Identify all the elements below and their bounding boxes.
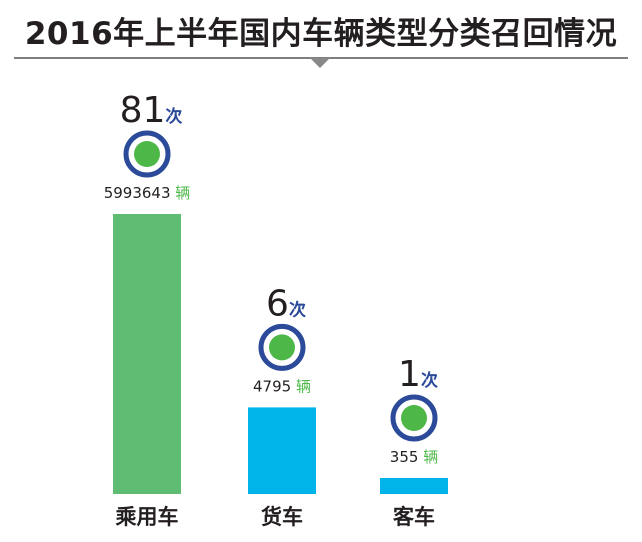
vehicle-unit: 辆: [171, 184, 191, 202]
recall-count-label-1: 6次: [266, 283, 306, 324]
category-label-2: 客车: [393, 505, 435, 529]
vehicle-count-value: 5993643: [104, 184, 171, 202]
recall-count-unit: 次: [165, 106, 182, 127]
divider-pointer: [310, 58, 330, 68]
recall-count-label-0: 81次: [120, 90, 183, 131]
category-label-0: 乘用车: [115, 505, 179, 529]
vehicle-count-value: 355: [390, 448, 419, 466]
recall-count-value: 6: [266, 283, 289, 324]
vehicle-unit: 辆: [291, 377, 311, 395]
recall-dot-0: [134, 141, 160, 167]
recall-count-unit: 次: [421, 370, 438, 391]
recall-count-label-2: 1次: [398, 354, 438, 395]
vehicle-count-label-0: 5993643 辆: [104, 184, 191, 202]
chart-title: 2016年上半年国内车辆类型分类召回情况: [24, 16, 618, 52]
bar-2: [380, 478, 448, 494]
vehicle-unit: 辆: [418, 448, 438, 466]
recall-count-value: 1: [398, 354, 421, 395]
vehicle-count-label-1: 4795 辆: [253, 377, 311, 395]
category-label-1: 货车: [261, 505, 303, 529]
bar-0: [113, 214, 181, 494]
vehicle-count-label-2: 355 辆: [390, 448, 438, 466]
vehicle-count-value: 4795: [253, 377, 291, 395]
recall-dot-2: [401, 405, 427, 431]
recall-count-unit: 次: [289, 299, 306, 320]
bar-1: [248, 407, 316, 494]
recall-dot-1: [269, 334, 295, 361]
recall-count-value: 81: [120, 90, 166, 131]
